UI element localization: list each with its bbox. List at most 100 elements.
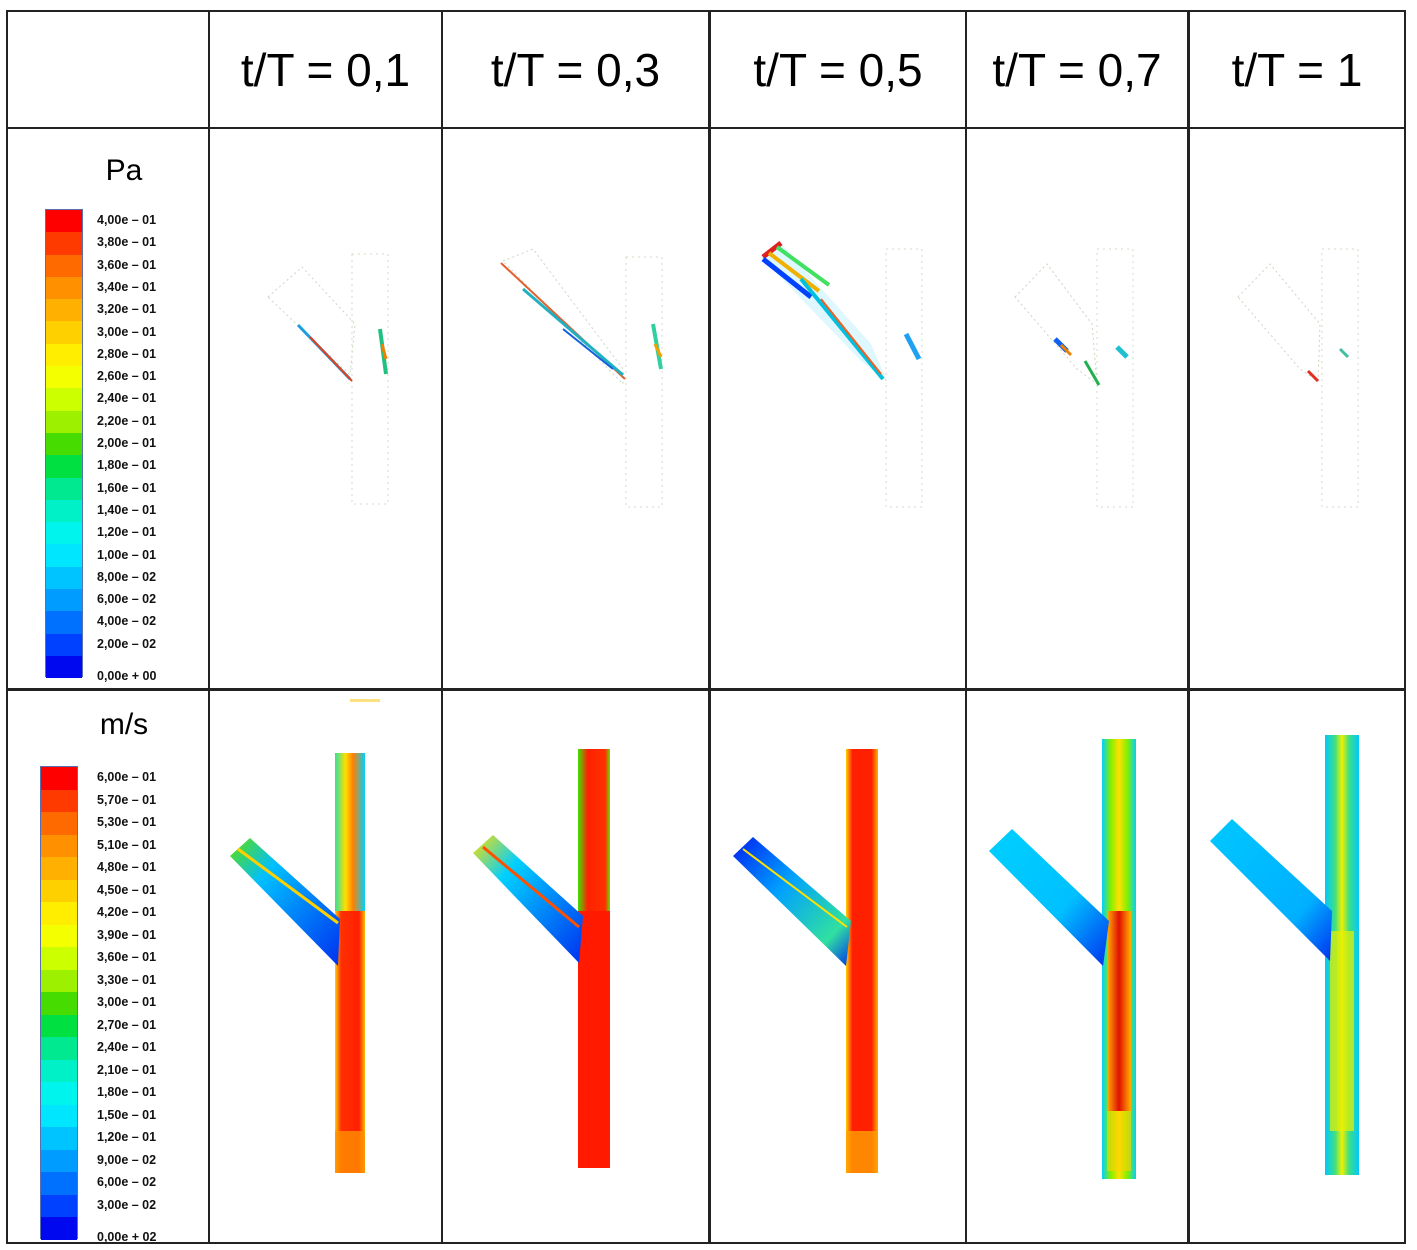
legend-tick-label: 1,40e – 01 — [97, 502, 157, 517]
legend-tick-label: 3,20e – 01 — [97, 302, 157, 317]
color-band — [41, 1059, 77, 1082]
table-col-divider — [965, 10, 967, 1244]
column-header-time-0.1: t/T = 0,1 — [240, 44, 411, 96]
color-band — [46, 455, 82, 478]
color-band — [41, 992, 77, 1015]
color-band — [41, 767, 77, 790]
color-band — [46, 633, 82, 656]
legend-tick-label: 3,00e – 01 — [97, 995, 157, 1010]
velocity-map-t1 — [1210, 735, 1359, 1175]
color-band — [46, 522, 82, 545]
legend-tick-label: 4,00e – 01 — [97, 213, 157, 228]
legend-tick-label: 3,00e – 02 — [97, 1197, 157, 1212]
velocity-map-t0.7 — [989, 739, 1136, 1179]
color-band — [46, 210, 82, 233]
color-scale-bar — [40, 766, 78, 1240]
color-band — [41, 1172, 77, 1195]
legend-tick-label: 1,20e – 01 — [97, 525, 157, 540]
legend-tick-label: 2,00e – 02 — [97, 636, 157, 651]
legend-tick-label: 6,00e – 02 — [97, 592, 157, 607]
color-band — [41, 924, 77, 947]
table-col-divider — [1187, 10, 1190, 1244]
color-band — [41, 1217, 77, 1240]
color-band — [41, 1149, 77, 1172]
legend-tick-label: 3,90e – 01 — [97, 927, 157, 942]
table-border-bottom — [6, 1242, 1406, 1244]
color-scale-bar — [45, 209, 83, 679]
color-band — [46, 410, 82, 433]
legend-tick-label: 0,00e + 02 — [97, 1230, 157, 1245]
color-band — [46, 299, 82, 322]
color-band — [46, 254, 82, 277]
color-band — [46, 499, 82, 523]
legend-tick-label: 5,10e – 01 — [97, 837, 157, 852]
shear-stress-map-t1 — [1237, 248, 1359, 508]
color-band — [41, 879, 77, 902]
table-col-divider — [208, 10, 210, 1244]
color-band — [46, 477, 82, 500]
velocity-map-t0.1 — [230, 699, 380, 1173]
table-border-right — [1404, 10, 1406, 1244]
table-row-divider — [6, 127, 1406, 129]
legend-tick-label: 1,00e – 01 — [97, 547, 157, 562]
legend-tick-label: 2,80e – 01 — [97, 346, 157, 361]
table-col-divider — [708, 10, 711, 1244]
color-band — [41, 789, 77, 812]
legend-tick-label: 3,00e – 01 — [97, 324, 157, 339]
color-band — [46, 388, 82, 411]
color-band — [41, 1037, 77, 1060]
color-band — [46, 544, 82, 567]
velocity-unit-label: m/s — [99, 708, 149, 741]
color-band — [41, 834, 77, 857]
color-band — [46, 566, 82, 590]
table-col-divider — [441, 10, 443, 1244]
color-band — [41, 902, 77, 925]
table-row-divider — [6, 688, 1406, 691]
color-band — [41, 1104, 77, 1127]
legend-tick-label: 3,30e – 01 — [97, 972, 157, 987]
velocity-map-t0.3 — [473, 749, 610, 1168]
color-band — [41, 1082, 77, 1105]
column-header-time-0.5: t/T = 0,5 — [753, 44, 923, 96]
legend-tick-label: 5,30e – 01 — [97, 815, 157, 830]
column-header-time-0.3: t/T = 0,3 — [490, 44, 661, 96]
legend-tick-label: 2,70e – 01 — [97, 1017, 157, 1032]
color-band — [41, 1194, 77, 1217]
legend-tick-label: 1,50e – 01 — [97, 1107, 157, 1122]
legend-tick-label: 2,10e – 01 — [97, 1062, 157, 1077]
legend-tick-label: 1,20e – 01 — [97, 1130, 157, 1145]
shear-stress-map-t0.5 — [761, 241, 923, 508]
color-band — [46, 432, 82, 456]
column-header-time-0.7: t/T = 0,7 — [992, 44, 1162, 96]
legend-tick-label: 2,40e – 01 — [97, 391, 157, 406]
legend-tick-label: 4,20e – 01 — [97, 905, 157, 920]
legend-tick-label: 2,00e – 01 — [97, 436, 157, 451]
legend-tick-label: 3,40e – 01 — [97, 279, 157, 294]
legend-tick-label: 5,70e – 01 — [97, 792, 157, 807]
color-band — [46, 232, 82, 255]
color-band — [46, 276, 82, 300]
color-band — [46, 321, 82, 344]
legend-tick-label: 2,20e – 01 — [97, 413, 157, 428]
legend-tick-label: 1,80e – 01 — [97, 458, 157, 473]
shear-stress-map-t0.1 — [267, 253, 389, 505]
legend-tick-label: 8,00e – 02 — [97, 569, 157, 584]
legend-tick-label: 2,40e – 01 — [97, 1040, 157, 1055]
color-band — [41, 857, 77, 880]
color-band — [41, 1127, 77, 1150]
legend-tick-label: 1,60e – 01 — [97, 480, 157, 495]
shear-stress-unit-label: Pa — [105, 154, 143, 187]
legend-tick-label: 3,60e – 01 — [97, 257, 157, 272]
color-band — [46, 655, 82, 679]
color-band — [46, 589, 82, 612]
legend-tick-label: 3,60e – 01 — [97, 950, 157, 965]
legend-tick-label: 3,80e – 01 — [97, 235, 157, 250]
color-band — [41, 812, 77, 835]
shear-stress-map-t0.7 — [1014, 248, 1134, 508]
legend-tick-label: 9,00e – 02 — [97, 1152, 157, 1167]
velocity-map-t0.5 — [733, 749, 878, 1173]
shear-stress-map-t0.3 — [500, 248, 663, 508]
table-border-top — [6, 10, 1406, 12]
legend-tick-label: 6,00e – 02 — [97, 1175, 157, 1190]
table-border-left — [6, 10, 8, 1244]
